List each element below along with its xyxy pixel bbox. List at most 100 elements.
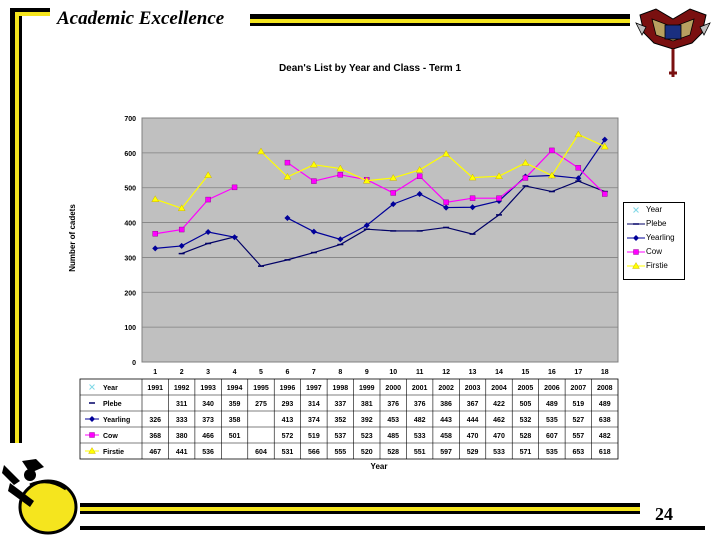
- point-cow-11: [416, 173, 423, 179]
- x-tick-labels: 1 2 3 4 5 6 7 8 9 10 11 12 13 14 15 16 17 18: [153, 369, 609, 376]
- table-cell-plebe-9: 381: [361, 401, 373, 408]
- legend-label-plebe: Plebe: [646, 219, 667, 229]
- table-cell-year-11: 2001: [412, 385, 428, 392]
- table-cell-cow-4: 501: [229, 433, 241, 440]
- y-tick-600: 600: [124, 151, 136, 158]
- crest-icon: [635, 8, 711, 77]
- table-cell-yearling-16: 535: [546, 417, 558, 424]
- table-cell-firstie-14: 533: [493, 449, 505, 456]
- table-cell-plebe-18: 489: [599, 401, 611, 408]
- table-cell-yearling-1: 326: [149, 417, 161, 424]
- point-cow-10: [390, 190, 396, 196]
- y-tick-400: 400: [124, 221, 136, 228]
- table-cell-firstie-5: 604: [255, 449, 267, 456]
- legend-item-plebe: Plebe: [626, 219, 666, 232]
- legend-swatch-year: [633, 207, 639, 213]
- legend-item-yearling: Yearling: [626, 233, 675, 246]
- table-cell-yearling-3: 373: [202, 417, 214, 424]
- series-yearling-line-0: [155, 231, 235, 249]
- table-cell-yearling-11: 482: [414, 417, 426, 424]
- point-yearling-11: [416, 190, 423, 197]
- point-cow-8: [337, 172, 344, 178]
- table-cell-yearling-8: 352: [334, 417, 346, 424]
- table-cell-plebe-8: 337: [334, 401, 346, 408]
- point-firstie-12: [442, 150, 450, 157]
- table-cell-cow-12: 458: [440, 433, 452, 440]
- table-cell-yearling-15: 532: [520, 417, 532, 424]
- x-tick-11: 11: [416, 369, 424, 376]
- point-firstie-9: [362, 176, 371, 184]
- table-cell-yearling-10: 453: [387, 417, 399, 424]
- table-cell-yearling-2: 333: [176, 417, 188, 424]
- left-rule-yellow: [15, 8, 19, 443]
- table-cell-year-8: 1998: [333, 385, 349, 392]
- table-cell-cow-2: 380: [176, 433, 188, 440]
- x-tick-5: 5: [259, 369, 263, 376]
- point-yearling-18: [601, 136, 608, 143]
- x-tick-1: 1: [153, 369, 157, 376]
- point-yearling-9: [363, 222, 370, 229]
- point-yearling-6: [284, 215, 291, 222]
- table-label-plebe: Plebe: [103, 401, 122, 408]
- grid-lines: [142, 117, 618, 363]
- table-cell-firstie-10: 528: [387, 449, 399, 456]
- table-cell-year-5: 1995: [253, 385, 269, 392]
- legend-label-year: Year: [646, 205, 663, 215]
- table-cell-firstie-6: 531: [282, 449, 294, 456]
- table-cell-plebe-6: 293: [282, 401, 294, 408]
- table-cell-plebe-13: 367: [467, 401, 479, 408]
- table-cell-cow-18: 482: [599, 433, 611, 440]
- x-tick-2: 2: [180, 369, 184, 376]
- point-cow-3: [205, 196, 211, 203]
- point-cow-13: [469, 195, 476, 201]
- point-cow-18: [602, 191, 608, 197]
- footer-rule-black-2: [80, 511, 640, 514]
- point-yearling-13: [469, 204, 476, 211]
- point-cow-6: [284, 159, 291, 166]
- point-yearling-17: [575, 175, 582, 182]
- x-tick-16: 16: [548, 369, 556, 376]
- x-tick-4: 4: [233, 369, 237, 376]
- table-cell-year-13: 2003: [465, 385, 481, 392]
- point-firstie-11: [415, 166, 424, 173]
- point-firstie-1: [151, 195, 160, 202]
- point-firstie-7: [310, 160, 318, 168]
- top-corner-yellow: [15, 12, 50, 16]
- point-cow-15: [522, 175, 529, 181]
- y-tick-100: 100: [124, 325, 136, 332]
- data-table: Year 1991 1992 1993 1994 1995 1996 1997 1998 1999…: [79, 378, 619, 460]
- table-cell-yearling-12: 443: [440, 417, 452, 424]
- table-cell-plebe-12: 386: [440, 401, 452, 408]
- point-yearling-3: [205, 228, 212, 235]
- table-cell-year-9: 1999: [359, 385, 375, 392]
- table-cell-yearling-9: 392: [361, 417, 373, 424]
- table-cell-plebe-4: 359: [229, 401, 241, 408]
- table-cell-firstie-18: 618: [599, 449, 611, 456]
- table-cell-plebe-15: 505: [520, 401, 532, 408]
- table-cell-firstie-8: 555: [334, 449, 346, 456]
- y-tick-0: 0: [132, 360, 136, 367]
- table-cell-plebe-10: 376: [387, 401, 399, 408]
- page-number: 24: [655, 504, 673, 524]
- table-cell-year-12: 2002: [438, 385, 454, 392]
- legend-swatch-firstie: [627, 262, 645, 269]
- table-cell-plebe-11: 376: [414, 401, 426, 408]
- point-firstie-17: [574, 130, 583, 138]
- table-cell-firstie-17: 653: [572, 449, 584, 456]
- point-cow-12: [443, 199, 449, 206]
- table-label-year: Year: [103, 385, 118, 392]
- table-cell-year-2: 1992: [174, 385, 190, 392]
- table-cell-firstie-7: 566: [308, 449, 320, 456]
- table-cell-year-4: 1994: [227, 385, 243, 392]
- table-cell-yearling-14: 462: [493, 417, 505, 424]
- slide-title: Academic Excellence: [57, 8, 225, 29]
- point-cow-2: [178, 226, 185, 233]
- point-firstie-14: [495, 172, 503, 179]
- x-tick-9: 9: [365, 369, 369, 376]
- table-cell-cow-17: 557: [572, 433, 584, 440]
- point-firstie-2: [177, 204, 186, 211]
- point-firstie-8: [336, 164, 345, 172]
- point-cow-14: [496, 195, 502, 201]
- series-cow-line-0: [155, 186, 235, 235]
- legend-label-yearling: Yearling: [646, 233, 675, 243]
